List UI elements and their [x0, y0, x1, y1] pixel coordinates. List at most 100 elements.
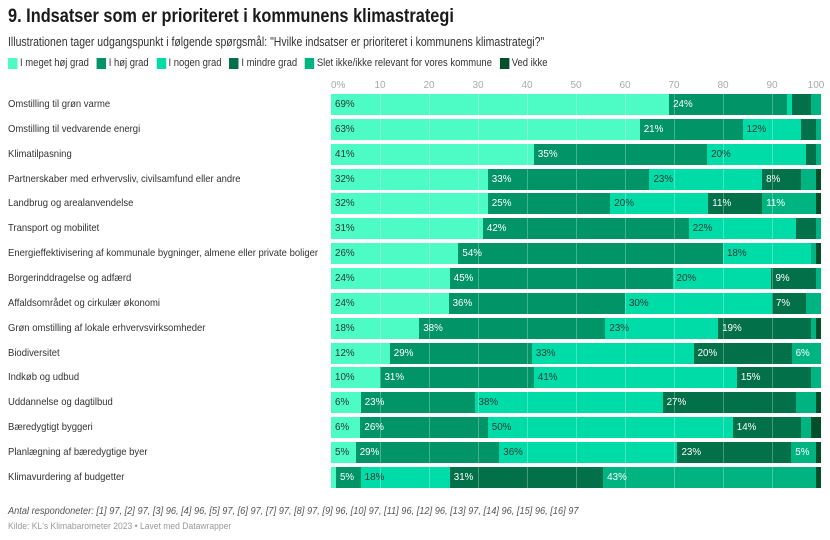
legend-item: Slet ikke/ikke relevant for vores kommun… [304, 57, 492, 69]
bar-segment [816, 392, 821, 414]
data-label: 38% [478, 397, 499, 409]
category-label: Grøn omstilling af lokale erhvervsvirkso… [8, 318, 220, 339]
bar-segment [791, 94, 812, 115]
bar-row: Borgerinddragelse og adfærd 24% 45% 20% 9% [0, 267, 830, 289]
legend-item: Ved ikke [499, 57, 548, 69]
bar-segment: 33% [487, 168, 650, 190]
bar-row: Indkøb og udbud 10% 31% 41% 15% [0, 367, 830, 389]
data-label: 24% [673, 99, 693, 110]
x-tick-label: 90 [766, 80, 778, 91]
bar-segment: 15% [736, 367, 812, 389]
data-label: 18% [726, 248, 747, 260]
bar-segment: 25% [487, 193, 611, 215]
bar-segment: 10% [331, 367, 381, 389]
bar-segment: 23% [360, 392, 475, 414]
data-label: 26% [364, 422, 384, 434]
bar-segment: 43% [603, 466, 816, 488]
data-label: 38% [423, 322, 443, 334]
bar-segment: 50% [487, 417, 733, 439]
bar-segment: 41% [533, 367, 737, 389]
bar-segment: 5% [791, 441, 816, 463]
source-text: Kilde: KL's Klimabarometer 2023 • Lavet … [8, 521, 232, 532]
chart-title: 9. Indsatser som er prioriteret i kommun… [8, 6, 526, 28]
bar-segment: 29% [389, 342, 532, 364]
category-label-text: Landbrug og arealanvendelse [8, 198, 134, 210]
bar-segment [816, 441, 821, 463]
data-label: 30% [628, 297, 649, 309]
stacked-bar: 18% 38% 23% 19% [331, 317, 821, 339]
bar-row: Omstilling til vedvarende energi 63% 21% 12… [0, 118, 830, 140]
footnote-text: Antal respondoneter: [1] 97, [2] 97, [3]… [8, 505, 579, 517]
bar-segment: 33% [531, 342, 694, 364]
bar-segment: 31% [380, 367, 534, 389]
data-label: 24% [335, 297, 355, 309]
bar-row: Partnerskaber med erhvervsliv, civilsamf… [0, 168, 830, 190]
bar-segment: 6% [331, 417, 361, 439]
stacked-bar: 6% 26% 50% 14% [331, 417, 821, 439]
category-label: Affaldsområdet og cirkulær økonomi [8, 293, 171, 314]
x-tick-label: 80 [717, 80, 729, 91]
bar-segment: 9% [771, 267, 817, 289]
chart-title-text: 9. Indsatser som er prioriteret i kommun… [8, 6, 454, 27]
category-label-text: Affaldsområdet og cirkulær økonomi [8, 297, 161, 309]
data-label: 21% [643, 123, 664, 135]
data-label: 20% [697, 347, 718, 359]
stacked-bar: 10% 31% 41% 15% [331, 367, 821, 389]
category-label-text: Grøn omstilling af lokale erhvervsvirkso… [8, 322, 206, 334]
data-label: 42% [486, 223, 507, 235]
data-label: 41% [335, 148, 355, 160]
bar-segment [786, 94, 792, 115]
x-tick-label: 30 [472, 80, 484, 91]
data-label: 23% [364, 397, 385, 409]
category-label-text: Biodiversitet [8, 347, 60, 359]
bar-segment: 36% [499, 441, 678, 463]
bar-segment [811, 243, 817, 265]
data-label: 18% [335, 322, 355, 334]
bar-segment [801, 168, 817, 190]
bar-segment [816, 118, 821, 140]
legend-swatch [156, 57, 166, 69]
bar-segment: 32% [331, 193, 488, 215]
data-label: 20% [614, 198, 634, 210]
category-label: Landbrug og arealanvendelse [8, 193, 143, 214]
bar-segment [816, 168, 821, 190]
stacked-bar: 63% 21% 12% [331, 118, 821, 140]
legend: I meget høj grad I høj grad I nogen grad I … [8, 57, 644, 71]
bar-segment: 26% [331, 243, 459, 265]
bar-segment: 5% [331, 441, 356, 463]
bar-segment [796, 392, 817, 414]
x-tick-label: 40 [521, 80, 533, 91]
data-label: 8% [766, 173, 781, 185]
data-label: 6% [335, 397, 350, 409]
stacked-bar: 41% 35% 20% [331, 143, 821, 165]
category-label: Uddannelse og dagtilbud [8, 392, 121, 413]
bar-segment: 24% [669, 94, 787, 115]
legend-label: I mindre grad [241, 57, 298, 69]
data-label: 27% [666, 397, 687, 409]
legend-label: I meget høj grad [20, 57, 89, 69]
bar-segment: 69% [331, 94, 670, 115]
data-label: 29% [393, 347, 414, 359]
bar-segment [811, 94, 821, 115]
bar-segment [816, 317, 821, 339]
x-tick-label: 70 [668, 80, 680, 91]
bar-segment: 20% [610, 193, 709, 215]
category-label: Klimavurdering af budgetter [8, 467, 133, 488]
data-label: 43% [607, 471, 627, 483]
data-label: 11% [712, 198, 732, 210]
data-label: 54% [462, 248, 482, 260]
data-label: 15% [740, 372, 761, 384]
bar-segment: 38% [419, 317, 606, 339]
data-label: 23% [609, 322, 629, 334]
footnote: Antal respondoneter: [1] 97, [2] 97, [3]… [8, 505, 656, 517]
legend-item: I høj grad [96, 57, 149, 69]
legend-swatch [499, 57, 510, 69]
bar-segment: 26% [360, 417, 488, 439]
bar-segment: 12% [742, 118, 802, 140]
legend-swatch [229, 57, 239, 69]
stacked-bar: 24% 45% 20% 9% [331, 267, 821, 289]
category-label-text: Omstilling til vedvarende energi [8, 123, 141, 135]
bar-segment [816, 143, 821, 165]
legend-item: I mindre grad [229, 57, 297, 69]
bar-segment: 24% [331, 267, 450, 289]
